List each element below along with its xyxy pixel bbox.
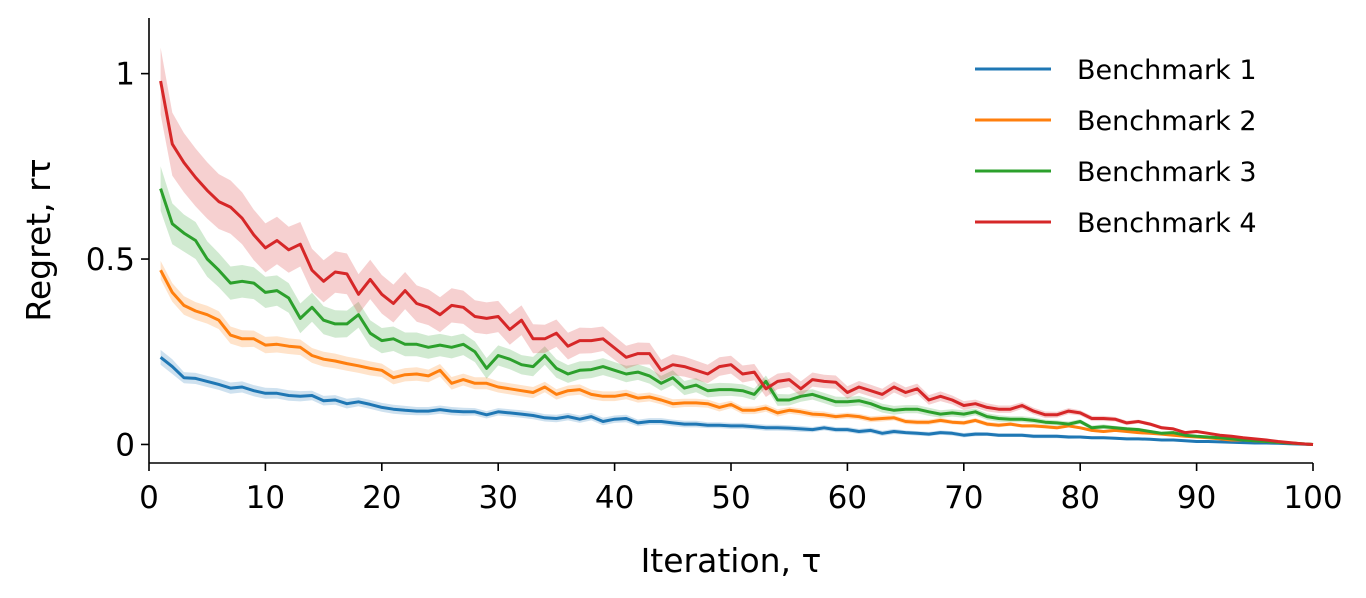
benchmark-4-band [160,47,1314,445]
y-tick-label: 0 [115,427,135,463]
benchmark-2-line [159,269,1314,446]
y-tick-label: 1 [115,57,135,93]
benchmark-3-line [159,188,1314,446]
x-tick-label: 100 [1283,480,1342,516]
x-ticks: 0 10 20 30 40 50 60 70 80 90 100 [139,463,1343,516]
y-ticks: 00.51 [86,57,149,463]
x-axis-title: Iteration, τ [641,541,822,580]
legend-label: Benchmark 1 [1077,55,1257,86]
x-tick-label: 70 [944,480,983,516]
x-tick-label: 10 [246,480,285,516]
benchmark-1-line [159,356,1314,446]
x-tick-label: 90 [1177,480,1216,516]
x-tick-label: 50 [711,480,750,516]
x-tick-label: 30 [478,480,517,516]
y-tick-label: 0.5 [86,242,135,278]
x-tick-label: 20 [362,480,401,516]
x-tick-label: 40 [595,480,634,516]
legend-label: Benchmark 3 [1077,157,1257,188]
legend: Benchmark 1 Benchmark 2 Benchmark 3 Benchma… [975,55,1257,239]
series-lines [159,80,1314,446]
benchmark-4-line [159,80,1314,446]
legend-label: Benchmark 4 [1077,208,1257,239]
legend-label: Benchmark 2 [1077,106,1257,137]
x-tick-label: 60 [828,480,867,516]
x-tick-label: 80 [1060,480,1099,516]
y-axis-title: Regret, rτ [19,158,58,321]
x-tick-label: 0 [139,480,159,516]
